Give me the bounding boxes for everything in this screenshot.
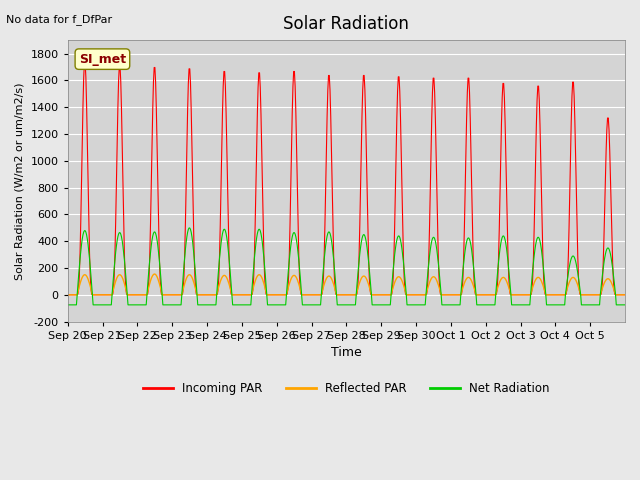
Reflected PAR xyxy=(281,292,289,298)
Text: No data for f_DfPar: No data for f_DfPar xyxy=(6,13,113,24)
Reflected PAR xyxy=(404,292,412,298)
Incoming PAR xyxy=(404,292,412,298)
X-axis label: Time: Time xyxy=(331,346,362,359)
Incoming PAR xyxy=(81,60,88,65)
Incoming PAR xyxy=(260,252,268,258)
Reflected PAR xyxy=(621,292,629,298)
Reflected PAR xyxy=(129,292,137,298)
Y-axis label: Solar Radiation (W/m2 or um/m2/s): Solar Radiation (W/m2 or um/m2/s) xyxy=(15,82,25,280)
Reflected PAR xyxy=(64,292,72,298)
Net Radiation xyxy=(185,225,193,231)
Net Radiation xyxy=(260,255,268,261)
Text: SI_met: SI_met xyxy=(79,53,126,66)
Net Radiation xyxy=(436,275,444,281)
Title: Solar Radiation: Solar Radiation xyxy=(284,15,410,33)
Net Radiation xyxy=(64,302,72,308)
Incoming PAR xyxy=(232,292,240,298)
Incoming PAR xyxy=(281,292,289,298)
Reflected PAR xyxy=(232,292,240,298)
Net Radiation xyxy=(404,302,412,308)
Line: Reflected PAR: Reflected PAR xyxy=(68,274,625,295)
Net Radiation xyxy=(621,302,629,308)
Line: Net Radiation: Net Radiation xyxy=(68,228,625,305)
Legend: Incoming PAR, Reflected PAR, Net Radiation: Incoming PAR, Reflected PAR, Net Radiati… xyxy=(138,378,554,400)
Reflected PAR xyxy=(260,281,268,287)
Incoming PAR xyxy=(64,292,72,298)
Net Radiation xyxy=(281,302,289,308)
Line: Incoming PAR: Incoming PAR xyxy=(68,62,625,295)
Net Radiation xyxy=(232,302,240,308)
Incoming PAR xyxy=(621,292,629,298)
Reflected PAR xyxy=(436,287,444,292)
Incoming PAR xyxy=(130,292,138,298)
Reflected PAR xyxy=(150,271,158,277)
Net Radiation xyxy=(129,302,137,308)
Incoming PAR xyxy=(436,287,444,292)
